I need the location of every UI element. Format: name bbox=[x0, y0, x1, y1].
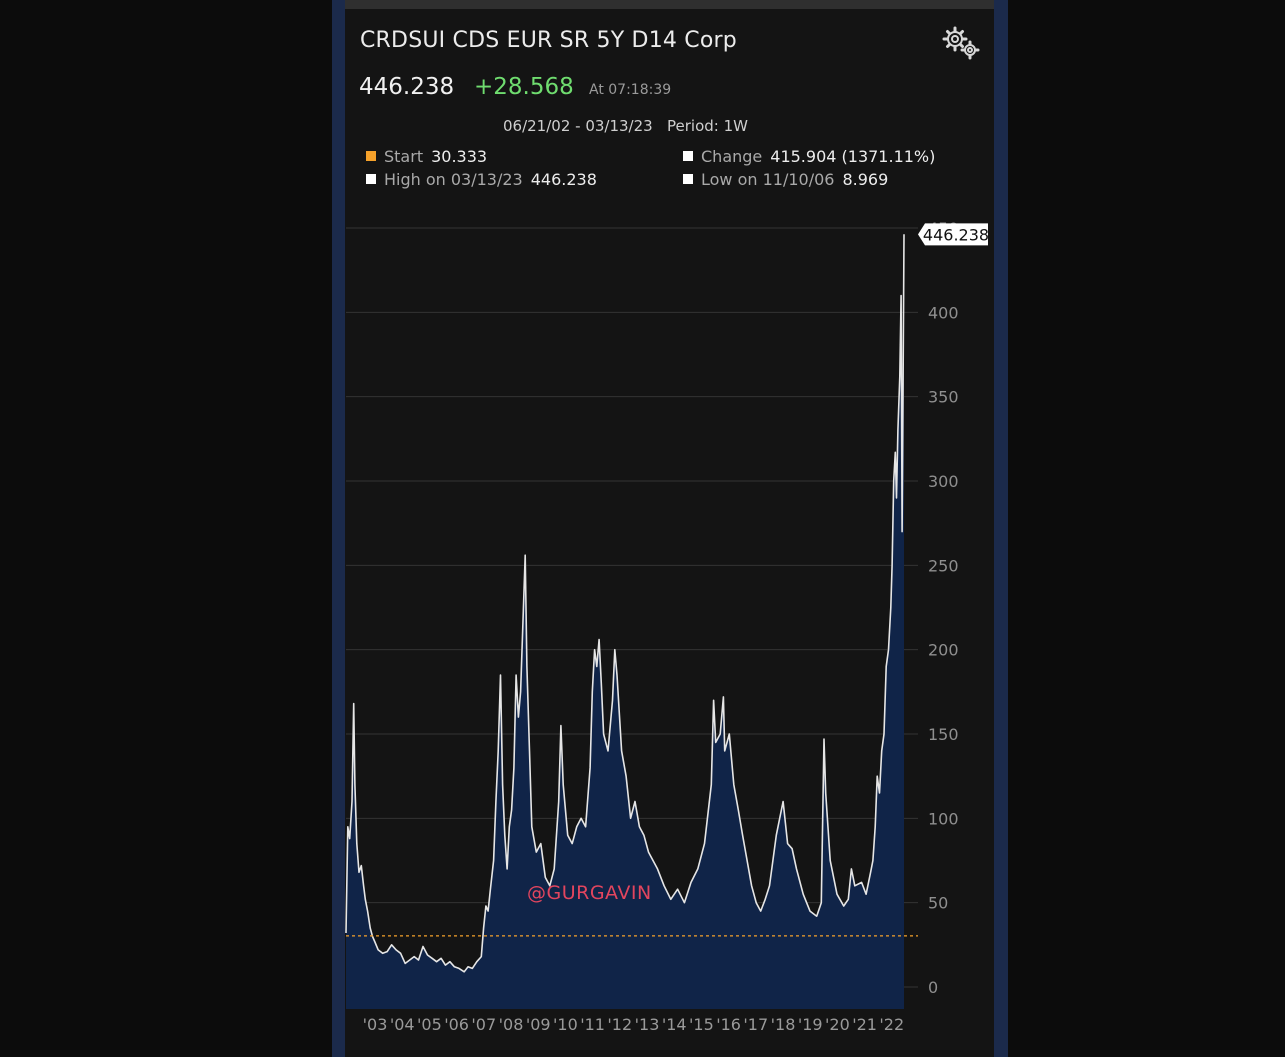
last-value-label: 446.238 bbox=[923, 225, 989, 244]
y-tick-label: 100 bbox=[928, 809, 959, 828]
x-tick-label: '18 bbox=[771, 1015, 796, 1034]
x-tick-label: '16 bbox=[716, 1015, 741, 1034]
x-tick-label: '15 bbox=[689, 1015, 714, 1034]
security-title: CRDSUI CDS EUR SR 5Y D14 Corp bbox=[360, 28, 737, 53]
timestamp: At 07:18:39 bbox=[589, 82, 672, 98]
legend-start-value: 30.333 bbox=[431, 147, 488, 166]
legend-change-value: 415.904 (1371.11%) bbox=[770, 147, 936, 166]
x-tick-label: '03 bbox=[363, 1015, 388, 1034]
y-tick-label: 50 bbox=[928, 894, 948, 913]
y-tick-label: 0 bbox=[928, 978, 938, 997]
date-range-and-period: 06/21/02 - 03/13/23 Period: 1W bbox=[503, 117, 748, 135]
y-tick-label: 350 bbox=[928, 388, 959, 407]
x-tick-label: '13 bbox=[635, 1015, 660, 1034]
y-tick-label: 400 bbox=[928, 303, 959, 322]
x-tick-label: '17 bbox=[743, 1015, 768, 1034]
legend-low-label: Low on 11/10/06 bbox=[701, 170, 835, 189]
y-tick-label: 200 bbox=[928, 641, 959, 660]
x-tick-label: '12 bbox=[607, 1015, 632, 1034]
gears-icon[interactable] bbox=[940, 24, 984, 64]
last-price: 446.238 bbox=[359, 74, 455, 100]
x-tick-label: '06 bbox=[444, 1015, 469, 1034]
x-tick-label: '07 bbox=[471, 1015, 496, 1034]
x-tick-label: '22 bbox=[879, 1015, 904, 1034]
legend-start-label: Start bbox=[384, 147, 424, 166]
low-swatch bbox=[683, 174, 693, 184]
date-range: 06/21/02 - 03/13/23 bbox=[503, 117, 653, 135]
x-tick-label: '14 bbox=[662, 1015, 687, 1034]
x-tick-label: '04 bbox=[390, 1015, 415, 1034]
y-tick-label: 300 bbox=[928, 472, 959, 491]
series-line bbox=[345, 234, 905, 973]
legend-change: Change 415.904 (1371.11%) bbox=[683, 147, 935, 166]
top-bar bbox=[345, 0, 994, 9]
x-tick-label: '20 bbox=[825, 1015, 850, 1034]
period-label: Period: 1W bbox=[667, 117, 748, 135]
legend-high: High on 03/13/23 446.238 bbox=[366, 170, 597, 189]
high-swatch bbox=[366, 174, 376, 184]
y-tick-label: 150 bbox=[928, 725, 959, 744]
legend-low-value: 8.969 bbox=[842, 170, 889, 189]
x-tick-label: '05 bbox=[417, 1015, 442, 1034]
x-tick-label: '19 bbox=[798, 1015, 823, 1034]
change-swatch bbox=[683, 151, 693, 161]
last-value-callout bbox=[918, 223, 988, 246]
x-tick-label: '10 bbox=[553, 1015, 578, 1034]
legend-high-value: 446.238 bbox=[530, 170, 597, 189]
watermark: @GURGAVIN bbox=[527, 882, 652, 904]
x-tick-label: '21 bbox=[852, 1015, 877, 1034]
y-tick-label: 250 bbox=[928, 556, 959, 575]
start-swatch bbox=[366, 151, 376, 161]
x-tick-label: '08 bbox=[499, 1015, 524, 1034]
x-tick-label: '09 bbox=[526, 1015, 551, 1034]
legend-high-label: High on 03/13/23 bbox=[384, 170, 523, 189]
legend-low: Low on 11/10/06 8.969 bbox=[683, 170, 888, 189]
x-tick-label: '11 bbox=[580, 1015, 605, 1034]
price-change: +28.568 bbox=[474, 74, 574, 100]
series-area bbox=[346, 234, 904, 1010]
legend-change-label: Change bbox=[701, 147, 763, 166]
legend-start: Start 30.333 bbox=[366, 147, 487, 166]
